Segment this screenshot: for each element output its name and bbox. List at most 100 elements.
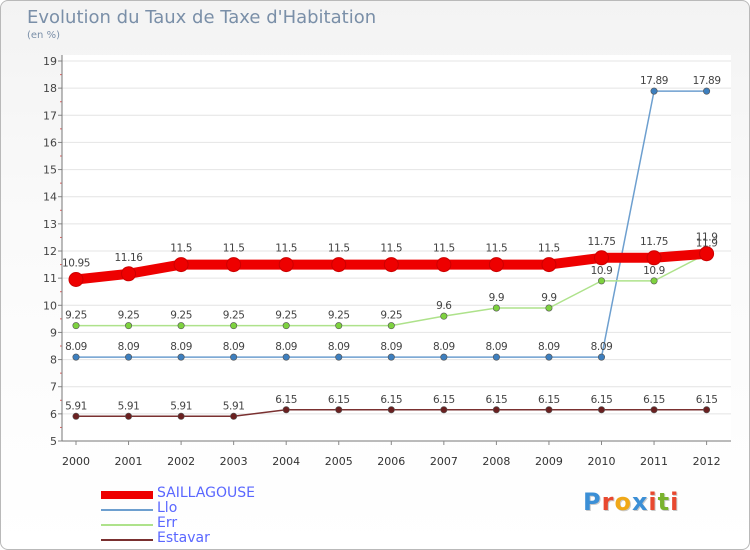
data-label: 6.15 [538, 394, 560, 406]
x-tick-label: 2011 [640, 455, 668, 468]
data-point [121, 266, 137, 282]
data-point [282, 353, 290, 361]
data-point [72, 322, 80, 330]
legend-label-saillagouse: SAILLAGOUSE [157, 485, 255, 501]
y-tick-label: 16 [43, 136, 57, 149]
x-tick-label: 2005 [325, 455, 353, 468]
data-label: 11.5 [328, 243, 350, 255]
data-point [282, 406, 290, 414]
series-estavar [72, 406, 711, 420]
x-tick-label: 2002 [167, 455, 195, 468]
data-point [703, 406, 711, 414]
data-point [387, 353, 395, 361]
data-label: 11.5 [433, 243, 455, 255]
data-point [703, 87, 711, 95]
data-point [331, 257, 347, 273]
y-tick-label: 12 [43, 245, 57, 258]
data-label: 17.89 [693, 75, 721, 87]
data-label: 5.91 [118, 400, 140, 412]
x-tick-label: 2003 [220, 455, 248, 468]
logo-letter: r [601, 488, 615, 516]
data-point [488, 257, 504, 273]
data-label: 11.16 [115, 252, 144, 264]
x-tick-label: 2000 [62, 455, 90, 468]
data-label: 11.75 [587, 236, 615, 248]
data-label: 8.09 [65, 341, 87, 353]
data-point [597, 277, 605, 285]
data-label: 8.09 [380, 341, 402, 353]
data-label: 6.15 [643, 394, 665, 406]
logo-letter: o [614, 488, 632, 516]
data-label: 6.15 [486, 394, 508, 406]
data-label: 10.95 [62, 258, 90, 270]
y-tick-label: 19 [43, 55, 57, 68]
data-label: 11.5 [380, 243, 402, 255]
legend-swatch-err [101, 523, 153, 526]
data-point [335, 406, 343, 414]
data-point [597, 406, 605, 414]
y-tick-label: 15 [43, 164, 57, 177]
logo-letter: x [631, 488, 649, 516]
data-point [125, 412, 133, 420]
data-point [594, 250, 609, 266]
data-label: 11.5 [170, 243, 192, 255]
legend-swatch-estavar [101, 538, 153, 541]
data-label: 6.15 [328, 394, 350, 406]
x-tick-label: 2006 [377, 455, 405, 468]
logo-letter: P [583, 488, 602, 516]
data-point [440, 406, 448, 414]
data-label: 11.5 [486, 243, 508, 255]
y-tick-label: 10 [43, 299, 57, 312]
data-point [125, 322, 133, 330]
data-point [492, 304, 500, 312]
data-label: 8.09 [591, 341, 613, 353]
data-point [177, 322, 185, 330]
data-point [650, 87, 658, 95]
x-tick-label: 2012 [693, 455, 721, 468]
legend-label-estavar: Estavar [157, 530, 210, 546]
data-point [335, 322, 343, 330]
data-label: 11.9 [696, 238, 718, 250]
data-label: 11.5 [223, 243, 245, 255]
data-label: 8.09 [223, 341, 245, 353]
series-err [72, 250, 711, 330]
data-point [387, 406, 395, 414]
data-point [545, 353, 553, 361]
x-tick-label: 2009 [535, 455, 563, 468]
logo-letter: i [648, 488, 658, 516]
data-point [177, 353, 185, 361]
data-label: 9.25 [65, 310, 87, 322]
legend-swatch-llo [101, 508, 153, 511]
data-label: 9.25 [223, 310, 245, 322]
data-point [230, 353, 238, 361]
chart-subtitle: (en %) [27, 30, 60, 41]
data-label: 17.89 [640, 75, 668, 87]
x-tick-label: 2004 [272, 455, 300, 468]
data-point [646, 250, 662, 266]
data-label: 11.9 [696, 232, 718, 244]
data-label: 9.25 [118, 310, 140, 322]
data-point [230, 412, 238, 420]
data-point [492, 406, 500, 414]
data-label: 6.15 [433, 394, 455, 406]
data-point [226, 257, 242, 273]
data-label: 6.15 [696, 394, 718, 406]
data-label: 9.25 [170, 310, 192, 322]
data-point [72, 412, 80, 420]
x-tick-label: 2001 [115, 455, 143, 468]
legend-swatch-saillagouse [101, 490, 153, 499]
data-label: 8.09 [486, 341, 508, 353]
data-point [492, 353, 500, 361]
data-point [72, 353, 80, 361]
data-label: 5.91 [170, 400, 192, 412]
data-point [545, 406, 553, 414]
data-point [650, 277, 658, 285]
y-tick-label: 13 [43, 218, 57, 231]
data-point [440, 312, 448, 320]
data-point [541, 257, 557, 273]
data-label: 9.25 [275, 310, 297, 322]
data-label: 8.09 [275, 341, 297, 353]
data-label: 9.9 [541, 292, 557, 304]
data-label: 9.9 [489, 292, 505, 304]
